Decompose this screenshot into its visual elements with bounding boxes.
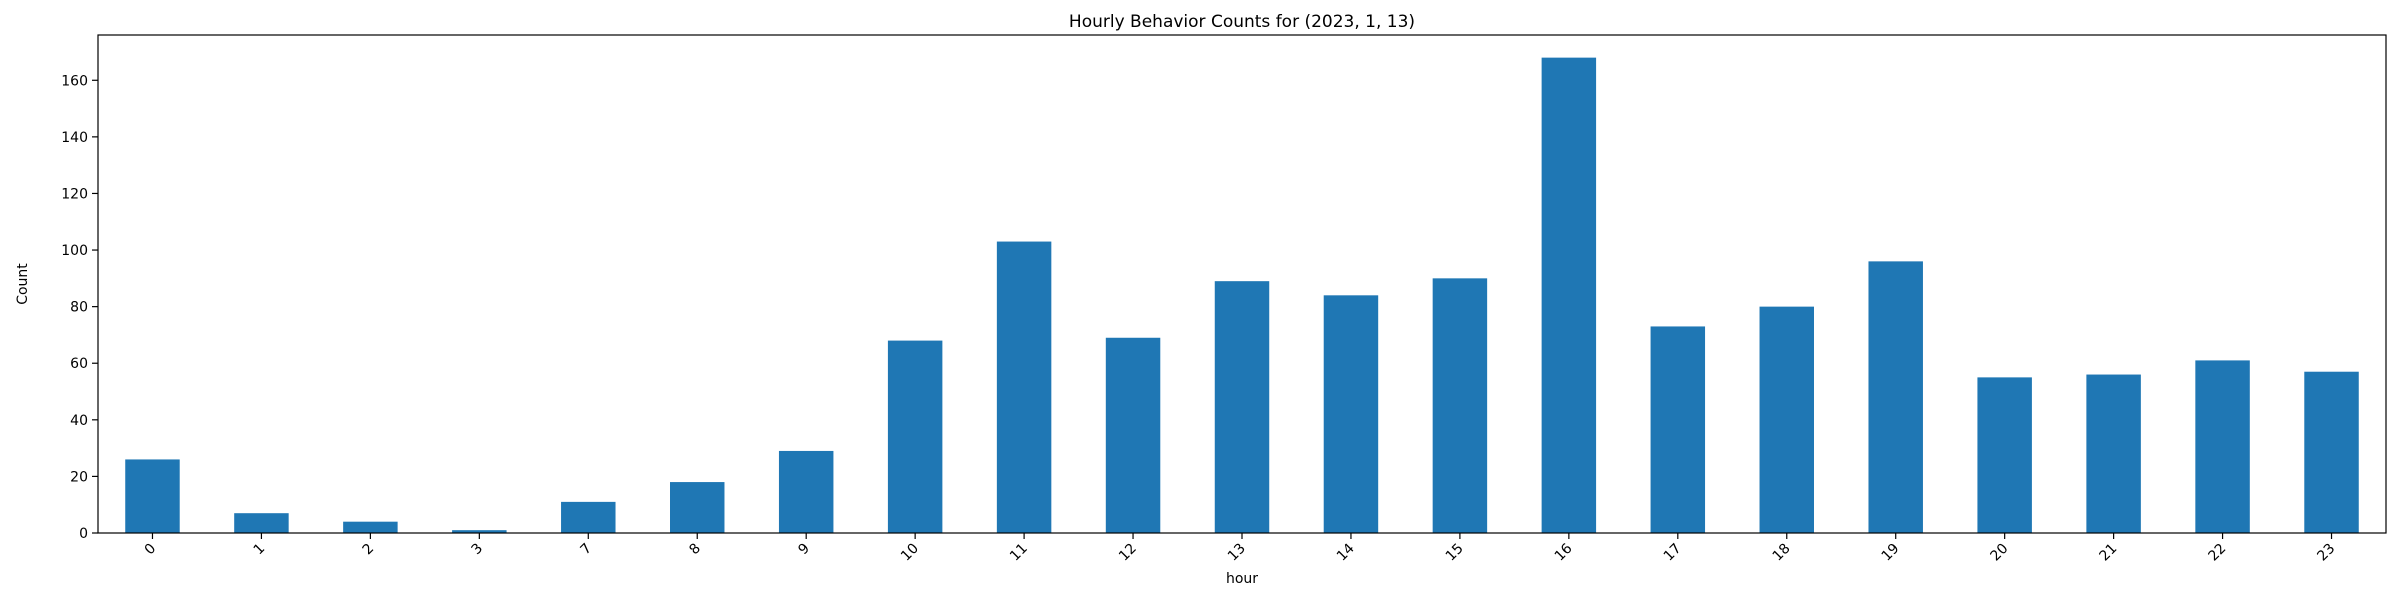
bar-hour-20 bbox=[1977, 377, 2032, 533]
bar-hour-10 bbox=[887, 340, 943, 533]
bar-hour-23 bbox=[2304, 371, 2359, 533]
y-tick-label: 40 bbox=[70, 413, 88, 429]
y-axis-label: Count bbox=[15, 263, 31, 305]
x-tick-label: 21 bbox=[2097, 541, 2121, 565]
bar-hour-19 bbox=[1868, 261, 1923, 533]
x-tick-label: 13 bbox=[1225, 541, 1249, 565]
x-tick-label: 18 bbox=[1770, 541, 1794, 565]
x-tick-label: 0 bbox=[142, 541, 160, 559]
y-tick-label: 0 bbox=[79, 526, 88, 542]
x-tick-label: 22 bbox=[2205, 541, 2229, 565]
bar-hour-16 bbox=[1541, 57, 1597, 534]
x-tick-label: 11 bbox=[1007, 541, 1031, 565]
x-tick-label: 19 bbox=[1879, 541, 1903, 565]
x-tick-label: 9 bbox=[795, 541, 813, 559]
bar-hour-9 bbox=[778, 450, 834, 533]
bar-hour-11 bbox=[996, 241, 1052, 533]
bar-hour-8 bbox=[670, 482, 725, 533]
x-tick-label: 15 bbox=[1443, 541, 1467, 565]
chart-title: Hourly Behavior Counts for (2023, 1, 13) bbox=[1069, 12, 1415, 32]
y-tick-label: 80 bbox=[70, 300, 88, 316]
bar-hour-3 bbox=[452, 530, 507, 533]
x-tick-label: 17 bbox=[1661, 541, 1685, 565]
x-axis-label: hour bbox=[1226, 571, 1258, 587]
x-tick-label: 2 bbox=[360, 541, 378, 559]
x-tick-label: 1 bbox=[251, 541, 269, 559]
x-tick-label: 7 bbox=[577, 541, 595, 559]
bar-hour-21 bbox=[2086, 374, 2141, 533]
bar-hour-14 bbox=[1323, 295, 1379, 533]
x-tick-label: 3 bbox=[469, 541, 487, 559]
bar-hour-2 bbox=[343, 521, 398, 533]
y-tick-label: 100 bbox=[61, 243, 88, 259]
labels-layer: Hourly Behavior Counts for (2023, 1, 13)… bbox=[15, 12, 1415, 587]
bar-hour-17 bbox=[1650, 326, 1706, 533]
bar-hour-18 bbox=[1759, 306, 1814, 533]
bar-hour-22 bbox=[2195, 360, 2250, 533]
y-tick-label: 140 bbox=[61, 130, 88, 146]
bar-hour-12 bbox=[1105, 337, 1161, 533]
x-tick-label: 14 bbox=[1334, 540, 1358, 564]
y-tick-label: 160 bbox=[61, 73, 88, 89]
x-tick-label: 12 bbox=[1116, 541, 1140, 565]
y-tick-label: 60 bbox=[70, 356, 88, 372]
bar-hour-7 bbox=[561, 501, 616, 533]
bar-hour-1 bbox=[234, 513, 289, 533]
bar-hour-0 bbox=[125, 459, 180, 533]
x-tick-label: 16 bbox=[1552, 540, 1576, 564]
x-tick-label: 8 bbox=[686, 541, 704, 559]
x-tick-label: 23 bbox=[2314, 541, 2338, 565]
bar-hour-15 bbox=[1432, 278, 1488, 533]
x-tick-label: 20 bbox=[1988, 541, 2012, 565]
bars-layer bbox=[125, 57, 2359, 534]
y-tick-label: 120 bbox=[61, 186, 88, 202]
bar-hour-13 bbox=[1214, 281, 1270, 533]
y-tick-label: 20 bbox=[70, 469, 88, 485]
x-tick-label: 10 bbox=[898, 541, 922, 565]
